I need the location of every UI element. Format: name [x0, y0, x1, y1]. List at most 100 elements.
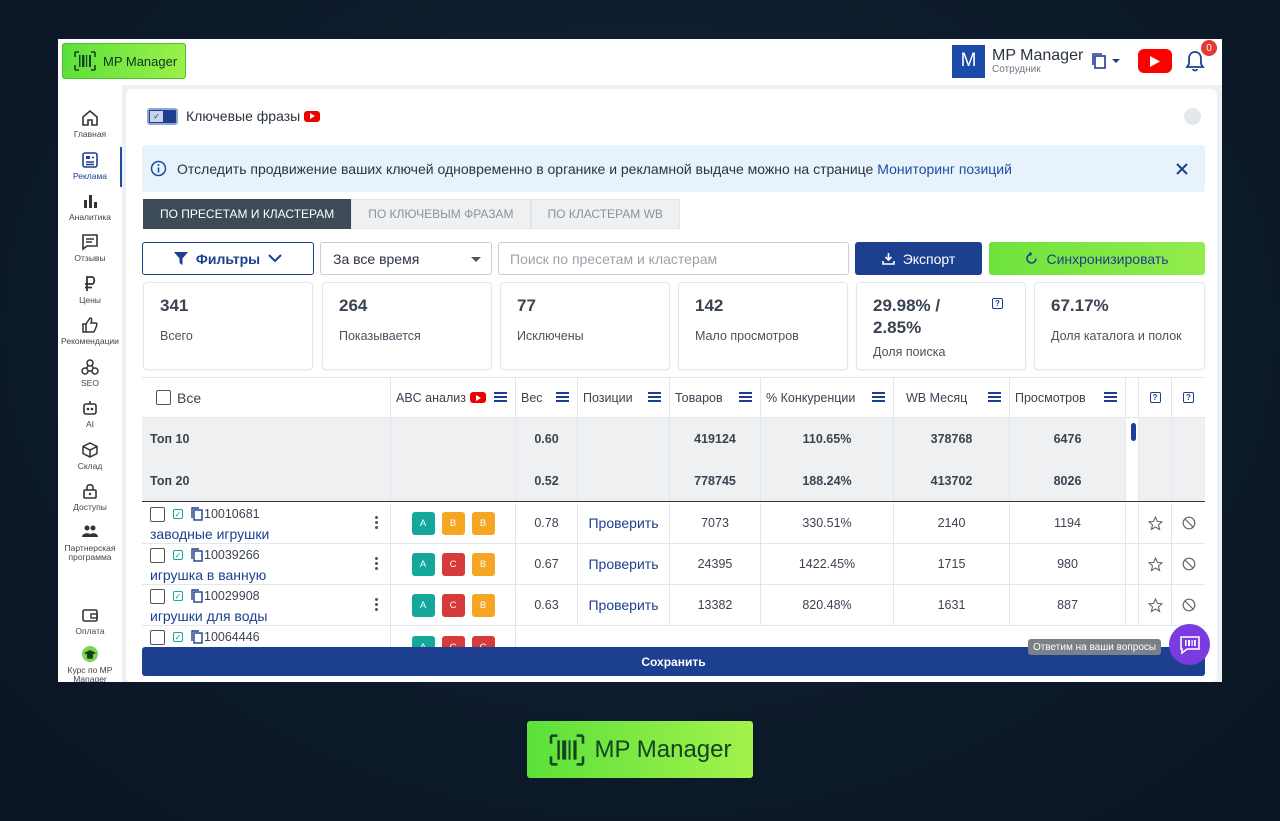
chat-button[interactable] — [1169, 624, 1210, 665]
star-icon[interactable] — [1147, 515, 1163, 531]
column-menu-icon[interactable] — [494, 392, 507, 402]
export-button[interactable]: Экспорт — [855, 242, 982, 275]
abc-badge: B — [441, 511, 465, 535]
keyword-link[interactable]: игрушки для воды — [150, 608, 268, 624]
header-weight-label: Вес — [521, 390, 543, 405]
star-icon[interactable] — [1147, 556, 1163, 572]
table-row[interactable]: ✓ 10029908 игрушки для воды A C B 0.63 П… — [142, 585, 1205, 626]
avatar[interactable]: M — [952, 44, 985, 78]
filters-button[interactable]: Фильтры — [142, 242, 314, 275]
search-input[interactable] — [498, 242, 849, 275]
more-vertical-icon[interactable] — [375, 598, 378, 613]
column-menu-icon[interactable] — [1104, 392, 1117, 402]
header-positions[interactable]: Позиции — [578, 378, 670, 417]
sidebar-item-seo[interactable]: SEO — [58, 358, 122, 398]
copy-icon[interactable] — [191, 630, 203, 644]
summary-competition: 110.65% — [761, 418, 894, 460]
row-checkbox[interactable] — [150, 506, 165, 522]
help-icon[interactable]: ? — [1149, 392, 1161, 403]
monitoring-link[interactable]: Мониторинг позиций — [877, 160, 1012, 177]
sidebar-item-ai[interactable]: AI — [58, 399, 122, 439]
scroll-up-button[interactable] — [1184, 108, 1201, 125]
tab-keywords[interactable]: ПО КЛЮЧЕВЫМ ФРАЗАМ — [351, 199, 531, 229]
stat-value: 264 — [339, 296, 368, 315]
header-competition[interactable]: % Конкуренции — [761, 378, 894, 417]
robot-icon — [83, 401, 97, 415]
youtube-button[interactable] — [1138, 49, 1172, 73]
column-menu-icon[interactable] — [648, 392, 661, 402]
close-icon[interactable] — [1175, 162, 1189, 176]
block-icon[interactable] — [1182, 557, 1196, 571]
period-select[interactable]: За все время — [320, 242, 492, 275]
table-row[interactable]: ✓ 10039266 игрушка в ванную A C B 0.67 П… — [142, 544, 1205, 585]
column-menu-icon[interactable] — [988, 392, 1001, 402]
box-icon — [82, 442, 98, 458]
row-checkbox[interactable] — [150, 547, 165, 563]
app-window: MP Manager M MP Manager Сотрудник 0 Глав… — [58, 39, 1222, 682]
help-icon[interactable]: ? — [1183, 392, 1194, 403]
tab-wb-clusters[interactable]: ПО КЛАСТЕРАМ WB — [530, 199, 680, 229]
youtube-small-icon[interactable] — [470, 392, 486, 403]
header-views[interactable]: Просмотров — [1010, 378, 1126, 417]
sidebar-item-prices[interactable]: Цены — [58, 275, 122, 315]
header-goods[interactable]: Товаров — [670, 378, 761, 417]
copy-icon[interactable] — [191, 589, 203, 603]
scroll-track[interactable] — [1126, 585, 1139, 625]
scroll-track[interactable] — [1126, 544, 1139, 584]
keyword-link[interactable]: заводные игрушки — [150, 526, 270, 542]
checked-status-icon: ✓ — [173, 509, 183, 519]
star-icon[interactable] — [1147, 597, 1163, 613]
sidebar-item-analytics[interactable]: Аналитика — [58, 192, 122, 232]
summary-empty — [1172, 460, 1205, 501]
save-button[interactable]: Сохранить — [142, 647, 1205, 676]
copy-icon[interactable] — [191, 548, 203, 562]
account-switcher[interactable] — [1091, 52, 1121, 70]
check-position-link[interactable]: Проверить — [588, 515, 659, 531]
keyword-cell: ✓ 10064446 — [142, 626, 391, 666]
sidebar-item-payment[interactable]: Оплата — [58, 606, 122, 646]
sync-button[interactable]: Синхронизировать — [989, 242, 1205, 275]
header-weight[interactable]: Вес — [516, 378, 578, 417]
header-competition-label: % Конкуренции — [766, 390, 856, 405]
sidebar-item-ads[interactable]: Реклама — [58, 147, 122, 191]
check-position-link[interactable]: Проверить — [588, 597, 659, 613]
keyword-link[interactable]: игрушка в ванную — [150, 567, 267, 583]
header-help-1[interactable]: ? — [1139, 378, 1172, 417]
header-wb-month[interactable]: WB Месяц — [894, 378, 1010, 417]
logo-button[interactable]: MP Manager — [62, 43, 186, 79]
table-scrollbar[interactable] — [1131, 423, 1136, 441]
header-help-2[interactable]: ? — [1172, 378, 1205, 417]
sidebar-item-access[interactable]: Доступы — [58, 482, 122, 522]
more-vertical-icon[interactable] — [375, 516, 378, 531]
check-position-link[interactable]: Проверить — [588, 556, 659, 572]
header-abc[interactable]: ABC анализ — [391, 378, 516, 417]
block-icon[interactable] — [1182, 516, 1196, 530]
sidebar-item-home[interactable]: Главная — [58, 109, 122, 149]
column-menu-icon[interactable] — [556, 392, 569, 402]
competition-cell: 820.48% — [761, 585, 894, 625]
table-row[interactable]: ✓ 10010681 заводные игрушки A B B 0.78 П… — [142, 503, 1205, 544]
more-vertical-icon[interactable] — [375, 557, 378, 572]
sidebar-item-partners[interactable]: Партнерская программа — [58, 523, 122, 563]
header-all[interactable]: Все — [142, 378, 391, 417]
user-box[interactable]: M MP Manager Сотрудник — [952, 44, 1121, 78]
select-all-checkbox[interactable] — [156, 390, 171, 405]
help-icon[interactable]: ? — [992, 298, 1003, 309]
sidebar-item-warehouse[interactable]: Склад — [58, 441, 122, 481]
row-checkbox[interactable] — [150, 588, 165, 604]
scroll-track[interactable] — [1126, 503, 1139, 543]
bell-icon[interactable] — [1185, 50, 1205, 72]
youtube-small-icon[interactable] — [304, 110, 321, 122]
sidebar-item-course[interactable]: Курс по MP Manager — [58, 645, 122, 682]
tab-presets-clusters[interactable]: ПО ПРЕСЕТАМ И КЛАСТЕРАМ — [143, 199, 352, 229]
row-checkbox[interactable] — [150, 629, 165, 645]
copy-icon[interactable] — [191, 507, 203, 521]
column-menu-icon[interactable] — [872, 392, 885, 402]
scroll-track[interactable] — [1126, 460, 1139, 501]
sidebar-item-reviews[interactable]: Отзывы — [58, 233, 122, 273]
stat-card-catalog-share: 67.17% Доля каталога и полок — [1034, 282, 1205, 370]
keywords-toggle[interactable]: ✓ — [147, 108, 178, 125]
block-icon[interactable] — [1182, 598, 1196, 612]
sidebar-item-recommendations[interactable]: Рекомендации — [58, 316, 122, 356]
column-menu-icon[interactable] — [739, 392, 752, 402]
